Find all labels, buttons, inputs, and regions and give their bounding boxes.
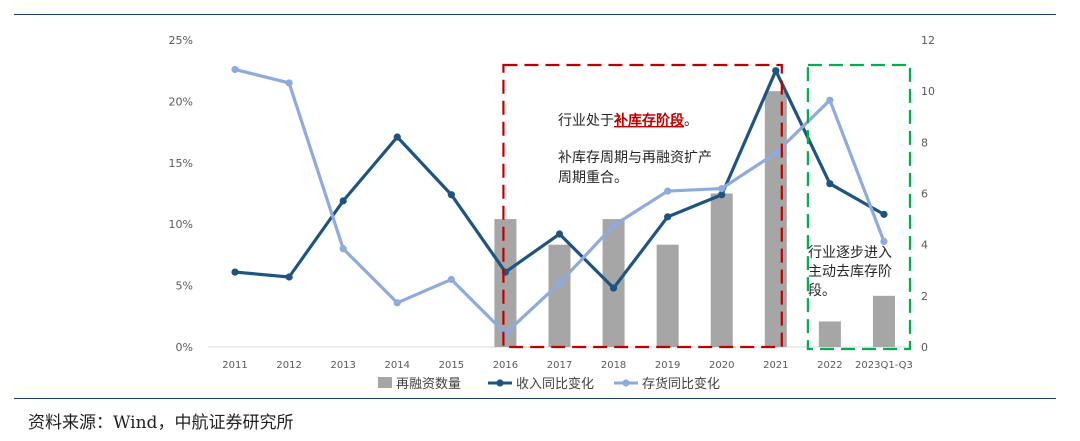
annotation-highlight: 补库存阶段	[613, 112, 684, 129]
annotation-red-line2: 补库存周期与再融资扩产	[558, 150, 712, 166]
series-point	[880, 237, 888, 245]
right-tick-label: 10	[921, 85, 935, 98]
x-tick-label: 2019	[655, 360, 680, 371]
left-tick-label: 5%	[176, 280, 193, 293]
x-tick-label: 2022	[817, 360, 842, 371]
annotation-prefix: 行业处于	[558, 113, 614, 129]
series-point	[772, 67, 780, 75]
bar-series	[494, 91, 895, 348]
red-dashed-box	[502, 63, 783, 349]
right-tick-label: 6	[921, 188, 928, 201]
legend: 再融资数量 收入同比变化 存货同比变化	[378, 376, 720, 392]
right-tick-label: 2	[921, 290, 928, 303]
x-tick-label: 2015	[439, 360, 464, 371]
x-tick-label: 2016	[493, 360, 518, 371]
x-tick-label: 2012	[276, 360, 301, 371]
series-point	[609, 284, 618, 292]
line-series	[231, 65, 888, 338]
series-point	[339, 197, 347, 205]
left-axis-ticks: 0% 5% 10% 15% 20% 25%	[169, 34, 193, 354]
right-tick-label: 4	[921, 239, 928, 252]
left-tick-label: 20%	[169, 95, 193, 108]
series-point	[393, 299, 401, 307]
bar	[656, 244, 679, 347]
annotation-green-line3: 段。	[808, 283, 836, 299]
legend-swatch-marker	[496, 379, 504, 387]
series-point	[393, 133, 401, 141]
top-rule	[14, 14, 1056, 15]
series-point	[339, 245, 347, 253]
bar	[818, 321, 841, 347]
annotation-green-line2: 主动去库存阶	[808, 264, 892, 280]
series-point	[555, 230, 564, 238]
source-note: 资料来源：Wind，中航证券研究所	[28, 413, 294, 433]
series-point	[880, 210, 888, 218]
legend-label: 收入同比变化	[516, 376, 594, 392]
right-tick-label: 8	[921, 136, 928, 149]
annotation-green-line1: 行业逐步进入	[808, 245, 892, 261]
x-tick-label: 2021	[763, 360, 788, 371]
x-tick-label: 2023Q1-Q3	[855, 360, 913, 371]
series-point	[664, 213, 672, 221]
series-point	[231, 268, 239, 276]
legend-swatch-bar	[378, 377, 392, 388]
series-point	[772, 149, 780, 157]
right-tick-label: 12	[921, 34, 935, 47]
bar	[710, 193, 733, 347]
legend-swatch-marker	[622, 379, 630, 387]
x-tick-label: 2017	[547, 360, 572, 371]
x-tick-label: 2011	[222, 360, 247, 371]
series-point	[285, 273, 293, 281]
series-point	[609, 221, 618, 230]
series-point	[718, 184, 726, 193]
left-tick-label: 15%	[169, 157, 193, 170]
series-point	[447, 275, 455, 284]
right-tick-label: 0	[921, 341, 928, 354]
bar	[548, 244, 571, 347]
left-tick-label: 25%	[169, 34, 193, 47]
annotation-red-line3: 周期重合。	[558, 170, 628, 186]
bottom-rule	[14, 398, 1056, 399]
x-axis: 2011 2012 2013 2014 2015 2016 2017 2018 2019 2020…	[222, 360, 913, 371]
series-point	[231, 65, 239, 74]
series-point	[718, 191, 726, 199]
series-point	[447, 191, 455, 199]
bar	[872, 295, 895, 347]
bar	[494, 219, 517, 347]
annotation-red-line1: 行业处于补库存阶段。	[558, 112, 698, 129]
series-point	[826, 96, 834, 104]
x-tick-label: 2020	[709, 360, 734, 371]
bar	[602, 219, 625, 347]
x-tick-label: 2014	[385, 360, 410, 371]
left-tick-label: 0%	[176, 341, 193, 354]
legend-label: 存货同比变化	[642, 376, 720, 392]
x-tick-label: 2018	[601, 360, 626, 371]
green-dashed-box	[806, 63, 912, 351]
annotation-suffix: 。	[684, 113, 698, 129]
series-point	[555, 279, 564, 287]
x-tick-label: 2013	[330, 360, 355, 371]
series-point	[285, 79, 293, 87]
series-point	[826, 180, 834, 188]
series-point	[664, 187, 672, 195]
left-tick-label: 10%	[169, 218, 193, 231]
right-axis-ticks: 0 2 4 6 8 10 12	[921, 34, 935, 354]
legend-label: 再融资数量	[396, 377, 461, 392]
bar	[764, 91, 787, 348]
